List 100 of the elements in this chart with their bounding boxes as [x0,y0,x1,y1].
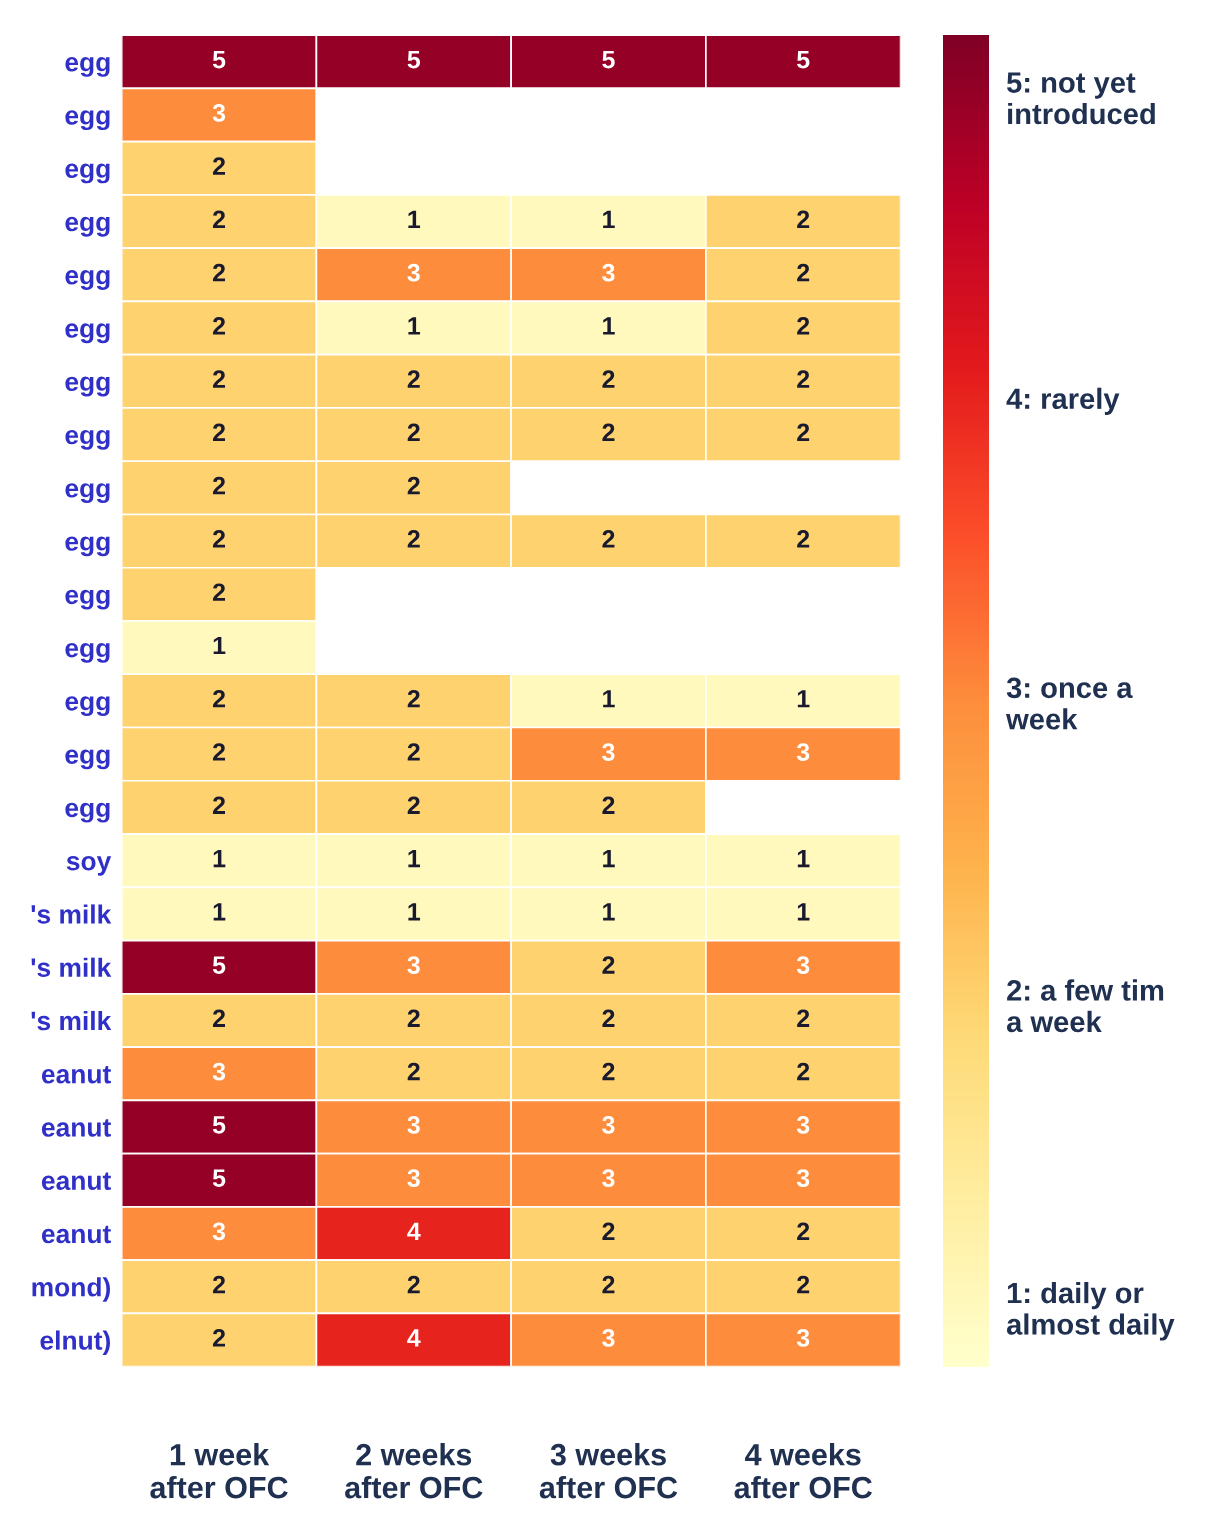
data-label: 5 [797,51,810,69]
data-label: 3 [796,1329,810,1347]
data-label: 2 [602,1009,615,1027]
data-label: 2 [797,317,810,335]
data-label: 2 [602,1222,615,1240]
data-label: 1 [408,210,421,228]
data-label: 3 [212,1062,226,1081]
data-label: 2 [212,530,226,548]
data-label: 2 [407,1275,420,1294]
data-label: 1 [213,849,226,868]
data-label: 3 [602,263,615,282]
y-tick-label: egg [65,110,110,131]
y-tick-label: egg [65,429,110,450]
y-tick-label: egg [65,802,110,823]
data-label: 3 [407,956,420,974]
color-bar-label: 2: a few tim a week [1006,979,1164,1033]
data-label: 2 [797,210,810,228]
y-tick-label: elnut) [40,1330,110,1356]
data-label: 2 [212,157,226,175]
data-label: 3 [212,1222,226,1241]
data-label: 5 [212,956,226,974]
y-tick-label: egg [65,163,110,184]
color-bar-label: 4: rarely [1006,387,1120,415]
data-label: 2 [212,583,226,601]
y-tick-label: eanut [41,1119,111,1137]
data-label: 2 [797,1222,810,1240]
data-label: 3 [602,743,615,761]
y-tick-label: 's milk [31,904,112,924]
data-label: 4 [407,1329,421,1347]
y-tick-label: eanut [41,1172,111,1191]
data-label: 2 [212,689,226,708]
data-label: 2 [797,423,810,442]
data-label: 3 [407,1115,420,1134]
color-bar-label: 1: daily or almost daily [1006,1281,1175,1341]
data-label: 5 [212,51,226,69]
data-label: 4 [407,1222,421,1240]
x-tick-label: 2 weeks after OFC [345,1443,483,1499]
data-label: 1 [797,903,810,921]
x-tick-label: 3 weeks after OFC [539,1443,678,1499]
data-label: 2 [212,743,226,761]
data-label: 2 [797,530,810,548]
data-label: 2 [602,530,615,548]
data-label: 2 [797,370,810,388]
data-label: 2 [407,530,420,548]
data-label: 1 [213,636,226,655]
data-label: 3 [602,1115,615,1134]
y-tick-label: mond) [32,1277,110,1302]
x-tick-label: 4 weeks after OFC [734,1443,872,1499]
data-label: 5 [212,1116,226,1134]
data-label: 2 [407,476,420,495]
data-label: 2 [407,1062,420,1081]
y-tick-label: 's milk [31,957,112,978]
data-label: 2 [602,1062,615,1081]
data-label: 1 [408,903,421,921]
data-label: 2 [212,317,226,335]
data-label: 2 [797,263,810,282]
y-tick-label: egg [65,376,110,397]
data-label: 2 [212,370,226,388]
data-label: 1 [603,690,615,708]
data-label: 2 [212,210,226,228]
data-label: 5 [407,51,421,69]
data-label: 2 [212,1329,226,1347]
data-label: 2 [212,476,226,495]
data-label: 3 [212,104,226,122]
y-tick-label: egg [65,57,110,77]
data-label: 2 [407,689,420,708]
data-label: 2 [797,1275,810,1294]
data-label: 2 [602,1275,615,1294]
y-tick-label: egg [65,696,110,716]
y-tick-label: egg [65,216,110,237]
data-label: 2 [212,423,226,442]
data-label: 3 [796,743,810,761]
data-label: 1 [603,903,615,921]
y-tick-label: eanut [41,1225,111,1244]
data-label: 3 [407,1169,420,1187]
data-label: 3 [602,1169,615,1187]
data-label: 5 [212,1169,226,1187]
data-label: 2 [407,1009,420,1027]
y-tick-label: egg [65,323,110,344]
data-label: 2 [797,1009,810,1027]
data-label: 2 [797,1062,810,1081]
data-label: 2 [407,423,420,442]
data-label: 2 [212,1009,226,1027]
y-tick-label: 's milk [31,1010,112,1031]
data-label: 1 [603,210,615,228]
y-tick-label: egg [65,270,110,290]
x-tick-label: 1 week after OFC [150,1443,288,1499]
data-label: 3 [796,956,810,974]
data-label: 5 [602,51,615,69]
data-label: 1 [797,690,810,708]
data-label: 3 [407,263,420,282]
y-tick-label: egg [65,483,110,503]
y-tick-label: egg [65,642,110,663]
data-label: 2 [407,743,420,761]
data-label: 2 [212,796,226,814]
y-tick-label: egg [65,589,110,610]
data-label: 1 [603,317,615,335]
data-label: 1 [603,849,615,868]
data-label: 1 [408,849,421,868]
y-tick-label: eanut [41,1066,111,1084]
